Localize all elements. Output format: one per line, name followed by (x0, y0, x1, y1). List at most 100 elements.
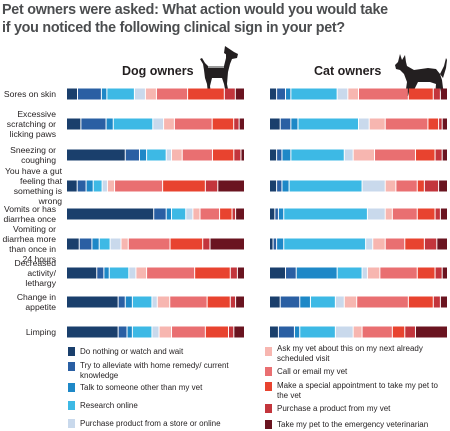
bar-segment-cat-row7-s5 (344, 296, 357, 308)
bar-segment-dog-row1-s3 (113, 118, 153, 130)
chart-title-line-2: if you noticed the following clinical si… (2, 20, 345, 36)
bar-segment-dog-row0-s9 (235, 88, 244, 100)
bar-segment-dog-row6-s4 (129, 267, 136, 279)
bar-segment-cat-row3-s8 (424, 180, 439, 192)
bar-segment-cat-row1-s7 (428, 118, 439, 130)
category-label: Sneezing or coughing (10, 145, 56, 165)
bar-segment-cat-row6-s5 (367, 267, 380, 279)
bar-segment-dog-row1-s8 (234, 118, 239, 130)
bar-segment-cat-row5-s9 (437, 238, 447, 250)
bar-segment-dog-row0-s7 (188, 88, 224, 100)
bar-segment-cat-row6-s2 (296, 267, 337, 279)
bar-segment-cat-row2-s7 (415, 149, 435, 161)
bar-segment-dog-row5-s8 (203, 238, 210, 250)
bar-segment-dog-row7-s7 (207, 296, 230, 308)
legend-label: Take my pet to the emergency veterinaria… (277, 420, 429, 429)
bar-segment-cat-row8-s6 (362, 326, 392, 338)
bar-segment-dog-row6-s6 (147, 267, 195, 279)
bar-segment-dog-row8-s1 (118, 326, 127, 338)
bar-segment-dog-row4-s6 (200, 208, 220, 220)
bar-segment-cat-row2-s3 (291, 149, 344, 161)
bar-segment-cat-row7-s7 (408, 296, 433, 308)
bar-segment-cat-row6-s1 (286, 267, 296, 279)
bar-segment-cat-row1-s4 (359, 118, 369, 130)
bar-segment-cat-row4-s7 (417, 208, 435, 220)
bar-segment-dog-row6-s3 (109, 267, 129, 279)
bar-segment-dog-row7-s6 (170, 296, 207, 308)
bar-segment-dog-row0-s3 (107, 88, 134, 100)
bar-segment-cat-row5-s4 (366, 238, 373, 250)
bar-segment-dog-row8-s8 (228, 326, 234, 338)
bar-segment-cat-row2-s0 (270, 149, 277, 161)
bar-segment-dog-row4-s5 (193, 208, 200, 220)
bar-segment-cat-row2-s6 (375, 149, 415, 161)
bar-segment-cat-row2-s4 (344, 149, 353, 161)
bar-segment-dog-row3-s4 (102, 180, 107, 192)
bar-segment-dog-row1-s7 (212, 118, 234, 130)
bar-segment-dog-row2-s0 (67, 149, 125, 161)
bar-segment-cat-row7-s2 (300, 296, 310, 308)
bar-segment-dog-row4-s1 (154, 208, 166, 220)
cat-icon (395, 54, 447, 96)
bar-segment-dog-row0-s4 (134, 88, 145, 100)
bar-segment-dog-row8-s3 (132, 326, 152, 338)
bar-segment-dog-row8-s7 (205, 326, 228, 338)
legend-swatch (68, 383, 75, 392)
category-label: Limping (25, 327, 56, 337)
bar-segment-cat-row3-s1 (277, 180, 282, 192)
bar-segment-dog-row6-s5 (136, 267, 147, 279)
bar-segment-cat-row4-s1 (275, 208, 278, 220)
bar-segment-cat-row1-s3 (298, 118, 358, 130)
bar-segment-cat-row4-s8 (435, 208, 440, 220)
category-label: You have a gut feeling that something is… (4, 166, 62, 206)
category-label: Vomiting or diarrhea more than once in 2… (2, 224, 57, 264)
bar-segment-cat-row4-s6 (392, 208, 417, 220)
bar-segment-cat-row6-s4 (362, 267, 367, 279)
bar-segment-dog-row3-s0 (67, 180, 77, 192)
bar-segment-dog-row7-s2 (125, 296, 132, 308)
bar-segment-dog-row6-s9 (237, 267, 244, 279)
category-label: Excessive scratching or licking paws (6, 109, 56, 139)
bar-segment-cat-row7-s1 (280, 296, 300, 308)
bar-segment-cat-row2-s9 (442, 149, 447, 161)
bar-segment-cat-row0-s7 (408, 88, 433, 100)
bar-segment-cat-row2-s8 (435, 149, 442, 161)
bar-segment-dog-row8-s5 (159, 326, 172, 338)
legend-label: Do nothing or watch and wait (80, 347, 184, 356)
bar-segment-cat-row8-s8 (405, 326, 415, 338)
bar-segment-cat-row1-s2 (291, 118, 298, 130)
bar-segment-dog-row7-s8 (230, 296, 236, 308)
legend-label: Talk to someone other than my vet (80, 383, 203, 392)
category-label: Sores on skin (3, 89, 56, 99)
bar-segment-dog-row5-s6 (128, 238, 170, 250)
bar-segment-dog-row2-s7 (212, 149, 234, 161)
bar-segment-cat-row6-s8 (435, 267, 442, 279)
bar-segment-cat-row6-s3 (337, 267, 362, 279)
bar-segment-cat-row1-s6 (385, 118, 428, 130)
bar-segment-cat-row7-s3 (310, 296, 335, 308)
bar-segment-dog-row6-s1 (97, 267, 104, 279)
bar-segment-dog-row3-s5 (107, 180, 115, 192)
category-label: Vomits or has diarrhea once (3, 204, 56, 224)
bar-segment-dog-row5-s0 (67, 238, 79, 250)
bar-segment-cat-row0-s2 (286, 88, 291, 100)
bar-segment-cat-row4-s4 (367, 208, 385, 220)
bar-segment-cat-row8-s1 (278, 326, 294, 338)
bar-segment-dog-row1-s0 (67, 118, 81, 130)
bar-segment-dog-row7-s9 (236, 296, 244, 308)
bar-segment-dog-row1-s2 (106, 118, 113, 130)
bar-segment-dog-row6-s7 (195, 267, 230, 279)
bar-segment-dog-row4-s7 (220, 208, 232, 220)
bar-segment-cat-row7-s0 (270, 296, 280, 308)
bar-segment-dog-row8-s9 (234, 326, 244, 338)
bar-segment-dog-row5-s7 (170, 238, 203, 250)
bar-segment-dog-row0-s1 (78, 88, 101, 100)
bar-segment-cat-row8-s0 (270, 326, 278, 338)
legend-swatch (265, 404, 272, 413)
bar-segment-cat-row1-s8 (439, 118, 442, 130)
bar-segment-dog-row8-s6 (172, 326, 205, 338)
bar-segment-dog-row8-s2 (127, 326, 132, 338)
bar-segment-cat-row4-s5 (385, 208, 392, 220)
legend-swatch (265, 347, 272, 356)
